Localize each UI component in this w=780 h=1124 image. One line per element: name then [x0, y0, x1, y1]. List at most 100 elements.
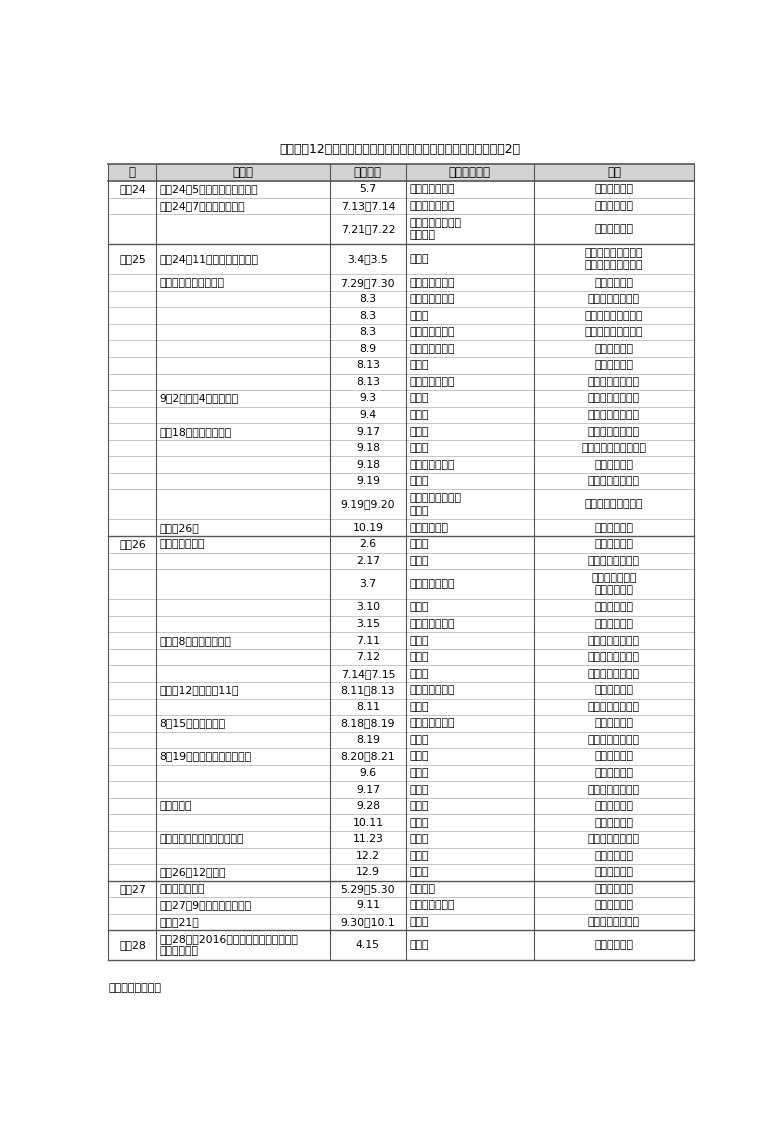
Bar	[108, 373, 157, 390]
Text: 内閣府副大臣: 内閣府副大臣	[594, 718, 633, 728]
Bar	[330, 536, 406, 553]
Bar	[330, 749, 406, 764]
Bar	[108, 864, 157, 880]
Text: 9.30～10.1: 9.30～10.1	[341, 917, 395, 927]
Text: 内閣府大臣政務官: 内閣府大臣政務官	[588, 735, 640, 745]
Text: 内閣府副大臣: 内閣府副大臣	[594, 619, 633, 629]
Bar	[406, 291, 534, 307]
Bar	[330, 274, 406, 291]
Bar	[330, 764, 406, 781]
Text: 3.10: 3.10	[356, 602, 380, 613]
Bar	[330, 732, 406, 749]
Text: 平成28: 平成28	[119, 941, 146, 950]
Bar	[157, 439, 330, 456]
Bar	[108, 324, 157, 341]
Bar	[108, 815, 157, 831]
Text: 京都府: 京都府	[409, 443, 428, 453]
Bar	[406, 407, 534, 424]
Bar	[157, 897, 330, 914]
Bar	[157, 831, 330, 847]
Bar	[330, 324, 406, 341]
Text: 防災担当大臣: 防災担当大臣	[594, 344, 633, 354]
Text: 11.23: 11.23	[353, 834, 383, 844]
Text: 内閣府副大臣: 内閣府副大臣	[594, 361, 633, 370]
Bar	[157, 798, 330, 815]
Text: 防災担当大臣: 防災担当大臣	[594, 868, 633, 878]
Text: 台風18号による大雨等: 台風18号による大雨等	[159, 426, 232, 436]
Bar	[157, 569, 330, 599]
Text: 新潟県: 新潟県	[409, 310, 428, 320]
Text: 長野県: 長野県	[409, 801, 428, 812]
Bar	[157, 880, 330, 897]
Text: 防災担当大臣: 防災担当大臣	[594, 768, 633, 778]
Text: 8月15日からの大雨: 8月15日からの大雨	[159, 718, 225, 728]
Bar	[330, 665, 406, 682]
Bar	[108, 456, 157, 473]
Bar	[108, 715, 157, 732]
Bar	[534, 341, 694, 357]
Text: 10.19: 10.19	[353, 523, 384, 533]
Text: 内閣府副大臣: 内閣府副大臣	[594, 278, 633, 288]
Bar	[330, 291, 406, 307]
Text: 内閣府副大臣: 内閣府副大臣	[594, 801, 633, 812]
Bar	[157, 599, 330, 616]
Text: 7.29～7.30: 7.29～7.30	[341, 278, 395, 288]
Bar	[534, 307, 694, 324]
Text: 台風第8号及び梅雨前線: 台風第8号及び梅雨前線	[159, 635, 232, 645]
Bar	[330, 473, 406, 489]
Bar	[108, 274, 157, 291]
Text: 沖縄県: 沖縄県	[409, 669, 428, 679]
Bar	[108, 215, 157, 244]
Text: 内閣府副大臣: 内閣府副大臣	[594, 900, 633, 910]
Text: 口永良部島噴火: 口永良部島噴火	[159, 883, 205, 894]
Text: 島根県、山口県: 島根県、山口県	[409, 278, 455, 288]
Bar	[157, 864, 330, 880]
Text: 今冬期の大雪等: 今冬期の大雪等	[159, 540, 205, 550]
Bar	[108, 181, 157, 198]
Bar	[157, 181, 330, 198]
Text: 山形県、福島県: 山形県、福島県	[409, 294, 455, 305]
Text: 10.11: 10.11	[353, 817, 384, 827]
Text: 埼玉県: 埼玉県	[409, 602, 428, 613]
Bar	[108, 599, 157, 616]
Text: 内閣府副大臣: 内閣府副大臣	[594, 602, 633, 613]
Bar	[330, 198, 406, 215]
Text: 平成27年9月関東・東北豪雨: 平成27年9月関東・東北豪雨	[159, 900, 252, 910]
Bar	[406, 914, 534, 931]
Text: 内閣府大臣政務官: 内閣府大臣政務官	[588, 701, 640, 711]
Text: 防災担当大臣: 防災担当大臣	[594, 752, 633, 761]
Bar	[534, 715, 694, 732]
Bar	[108, 407, 157, 424]
Text: 内閣府大臣政務官、
内閣総理大臣補佐官: 内閣府大臣政務官、 内閣総理大臣補佐官	[585, 248, 644, 271]
Text: 内閣府副大臣: 内閣府副大臣	[594, 941, 633, 950]
Bar	[330, 798, 406, 815]
Bar	[157, 536, 330, 553]
Bar	[330, 215, 406, 244]
Text: 防災担当大臣: 防災担当大臣	[594, 851, 633, 861]
Text: 9.19～9.20: 9.19～9.20	[341, 499, 395, 509]
Bar	[534, 439, 694, 456]
Text: 12.9: 12.9	[356, 868, 380, 878]
Bar	[406, 274, 534, 291]
Bar	[108, 307, 157, 324]
Bar	[108, 341, 157, 357]
Text: 団長: 団長	[607, 166, 621, 179]
Text: 8.3: 8.3	[360, 294, 377, 305]
Text: 内閣府副大臣: 内閣府副大臣	[594, 686, 633, 696]
Bar	[406, 164, 534, 181]
Bar	[108, 732, 157, 749]
Bar	[108, 880, 157, 897]
Bar	[406, 781, 534, 798]
Bar	[157, 914, 330, 931]
Text: 8.18～8.19: 8.18～8.19	[341, 718, 395, 728]
Text: 平成24年5月に発生した突風等: 平成24年5月に発生した突風等	[159, 184, 258, 194]
Bar	[406, 864, 534, 880]
Text: 熊本県、大分県: 熊本県、大分県	[409, 201, 455, 211]
Text: 内閣府副大臣、
環境省副大臣: 内閣府副大臣、 環境省副大臣	[591, 573, 636, 596]
Bar	[406, 897, 534, 914]
Bar	[157, 407, 330, 424]
Text: 平成24年7月九州北部豪雨: 平成24年7月九州北部豪雨	[159, 201, 245, 211]
Text: 台風第21号: 台風第21号	[159, 917, 199, 927]
Bar	[534, 749, 694, 764]
Text: 9.6: 9.6	[360, 768, 377, 778]
